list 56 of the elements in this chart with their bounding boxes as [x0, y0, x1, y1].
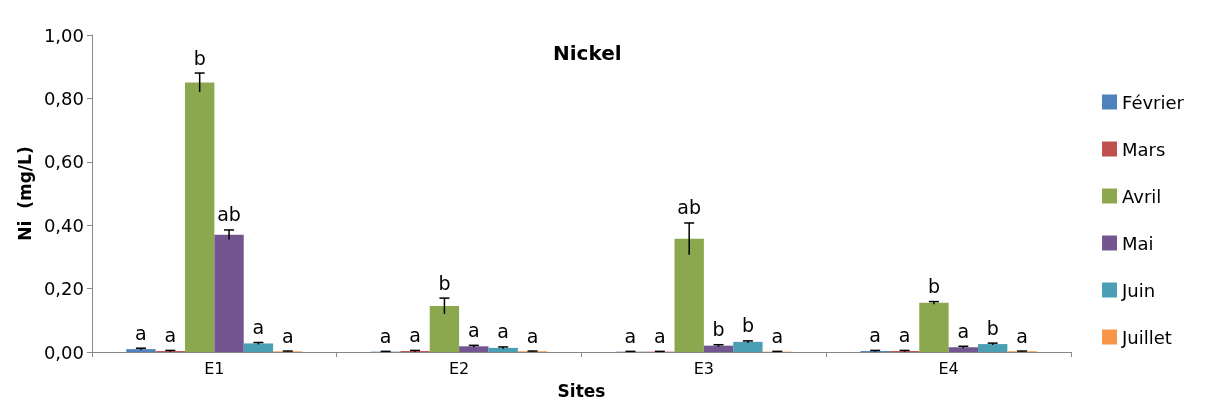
- y-axis-title: Ni (mg/L): [14, 146, 35, 241]
- y-tick-label: 0,00: [43, 341, 84, 363]
- x-tick-label: E3: [693, 358, 715, 378]
- data-label: a: [898, 323, 911, 346]
- data-label: b: [438, 271, 451, 294]
- chart-title: Nickel: [553, 41, 622, 65]
- data-label: b: [927, 275, 940, 298]
- bar: [126, 349, 156, 352]
- bar: [243, 343, 274, 352]
- x-tick-label: E4: [938, 358, 959, 378]
- bar: [977, 344, 1008, 352]
- bar: [703, 345, 734, 352]
- data-label: a: [526, 324, 539, 347]
- legend-label: Mars: [1122, 138, 1166, 160]
- data-label: a: [957, 319, 970, 342]
- data-label: b: [193, 46, 206, 69]
- data-label: a: [409, 323, 421, 346]
- x-tick-label: E1: [204, 358, 225, 378]
- x-tick-label: E2: [448, 358, 470, 378]
- data-label: a: [135, 321, 147, 344]
- bar: [919, 302, 949, 352]
- data-label: ab: [677, 196, 702, 219]
- bar: [184, 82, 215, 352]
- bar: [733, 341, 763, 352]
- y-tick-label: 1,00: [43, 24, 84, 46]
- data-label: a: [771, 324, 784, 347]
- data-label: b: [741, 314, 754, 337]
- data-label: a: [653, 324, 666, 347]
- data-label: a: [281, 324, 294, 347]
- bar: [488, 347, 518, 352]
- bar: [214, 234, 244, 352]
- y-tick-label: 0,60: [43, 151, 84, 173]
- legend-label: Mai: [1122, 232, 1154, 254]
- x-axis-title: Sites: [557, 380, 606, 401]
- y-tick-label: 0,80: [43, 87, 84, 109]
- data-label: a: [467, 318, 480, 341]
- data-label: a: [869, 323, 882, 346]
- bar: [948, 347, 978, 352]
- data-label: b: [712, 318, 725, 341]
- data-label: a: [497, 320, 509, 343]
- data-label: a: [379, 324, 392, 347]
- data-label: ab: [217, 203, 241, 226]
- legend-label: Février: [1122, 91, 1185, 113]
- data-label: b: [986, 316, 999, 339]
- y-tick-label: 0,20: [43, 278, 84, 300]
- legend-label: Juillet: [1121, 326, 1172, 348]
- data-label: a: [252, 315, 265, 338]
- data-label: a: [624, 324, 637, 347]
- legend-label: Juin: [1121, 279, 1156, 301]
- y-tick-label: 0,40: [43, 214, 84, 236]
- data-label: a: [164, 323, 177, 346]
- bar: [429, 306, 460, 352]
- data-label: a: [1016, 324, 1028, 347]
- legend-label: Avril: [1122, 185, 1162, 207]
- bar: [459, 346, 489, 352]
- bar: [674, 238, 704, 352]
